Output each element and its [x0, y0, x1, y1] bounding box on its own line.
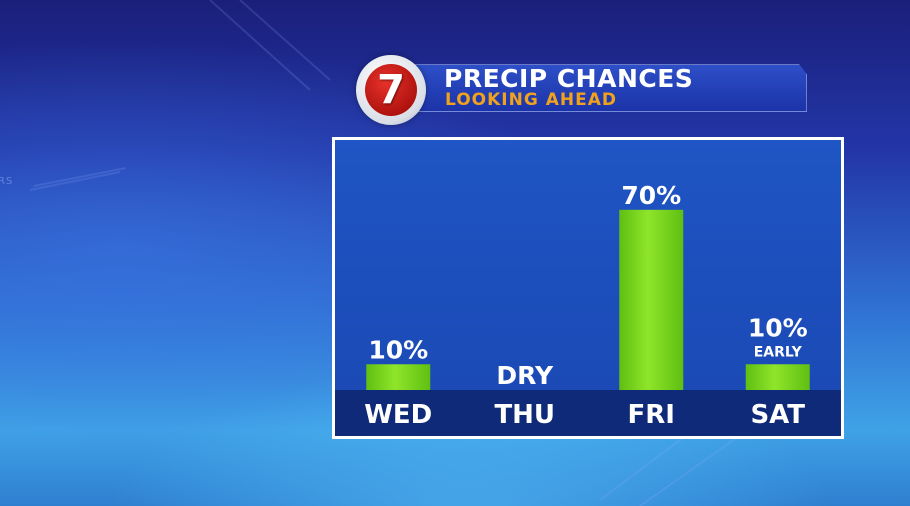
precip-bar-chart: 10% WED DRY THU 70% FRI 10% EARLY SAT [335, 140, 841, 436]
value-label-sat: 10% [748, 313, 808, 342]
value-label-wed: 10% [368, 335, 428, 364]
category-label-wed: WED [364, 400, 432, 430]
category-label-thu: THU [494, 400, 555, 430]
category-label-sat: SAT [750, 400, 805, 430]
chart-panel: 10% WED DRY THU 70% FRI 10% EARLY SAT [332, 137, 844, 439]
bar-wed [366, 364, 430, 390]
background-text: RS [0, 176, 13, 187]
category-label-fri: FRI [628, 400, 675, 430]
channel-logo-icon: 7 [356, 55, 426, 125]
note-label-sat: EARLY [754, 344, 803, 360]
bar-fri [619, 210, 683, 390]
logo-number: 7 [365, 64, 417, 116]
page-subtitle: LOOKING AHEAD [445, 91, 617, 109]
value-label-thu: DRY [496, 361, 554, 390]
logo-badge: 7 [365, 64, 417, 116]
value-label-fri: 70% [621, 181, 681, 210]
bar-sat [746, 364, 810, 390]
